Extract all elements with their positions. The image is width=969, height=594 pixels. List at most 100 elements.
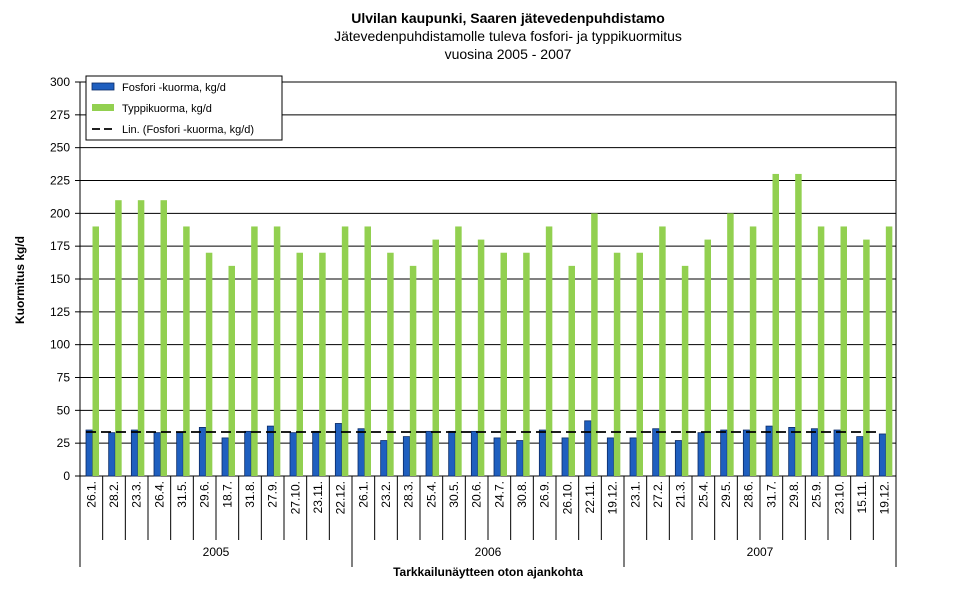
x-tick-label: 25.4. xyxy=(424,481,438,508)
bar-fosfori xyxy=(833,429,841,477)
x-tick-label: 29.5. xyxy=(719,481,733,508)
bar-fosfori xyxy=(742,429,751,477)
x-tick-label: 26.9. xyxy=(538,481,552,508)
bar-typpi xyxy=(885,226,893,476)
bar-typpi xyxy=(477,239,485,476)
x-tick-label: 25.9. xyxy=(810,481,824,508)
bar-typpi xyxy=(659,226,666,476)
x-tick-label: 20.6. xyxy=(470,481,484,508)
bar-typpi xyxy=(115,200,122,476)
bar-typpi xyxy=(273,226,281,476)
bar-fosfori xyxy=(289,432,297,477)
bar-fosfori xyxy=(584,420,592,477)
x-tick-label: 26.1. xyxy=(84,481,98,508)
bar-typpi xyxy=(840,226,847,476)
bar-fosfori xyxy=(561,437,569,477)
x-tick-label: 26.4. xyxy=(152,481,166,508)
bar-typpi xyxy=(92,226,99,476)
bar-fosfori xyxy=(856,436,864,477)
x-tick-label: 18.7. xyxy=(220,481,234,508)
group-label: 2007 xyxy=(747,545,774,559)
bar-fosfori xyxy=(652,428,660,477)
chart-subtitle-years: vuosina 2005 - 2007 xyxy=(445,46,572,62)
chart-title: Ulvilan kaupunki, Saaren jätevedenpuhdis… xyxy=(351,10,665,26)
bar-typpi xyxy=(160,200,167,476)
x-tick-label: 19.12. xyxy=(878,481,892,514)
x-tick-label: 23.10. xyxy=(832,481,846,514)
bar-typpi xyxy=(137,200,145,476)
y-tick-label: 75 xyxy=(57,371,71,385)
bar-typpi xyxy=(251,226,258,476)
bar-fosfori xyxy=(334,423,343,477)
bar-typpi xyxy=(568,265,575,476)
y-tick-label: 125 xyxy=(50,305,70,319)
y-tick-label: 0 xyxy=(63,469,70,483)
bar-fosfori xyxy=(380,440,388,477)
x-tick-label: 23.3. xyxy=(130,481,144,508)
group-label: 2006 xyxy=(475,545,502,559)
x-tick-label: 28.3. xyxy=(402,481,416,508)
bar-fosfori xyxy=(810,428,819,477)
x-tick-label: 28.6. xyxy=(742,481,756,508)
x-tick-label: 22.11. xyxy=(583,481,597,513)
legend-item-typpi: Typpikuorma, kg/d xyxy=(122,103,212,115)
y-tick-label: 300 xyxy=(50,75,70,89)
x-tick-label: 24.7. xyxy=(492,481,506,508)
x-tick-label: 25.4. xyxy=(696,481,710,508)
bar-fosfori xyxy=(606,437,615,477)
x-tick-label: 26.1. xyxy=(356,481,370,508)
x-tick-label: 30.8. xyxy=(515,481,529,508)
x-tick-label: 27.10. xyxy=(288,481,302,514)
bar-fosfori xyxy=(720,429,728,477)
legend: Fosfori -kuorma, kg/d Typpikuorma, kg/d Li… xyxy=(85,75,283,141)
bar-typpi xyxy=(296,252,303,476)
bar-typpi xyxy=(591,213,598,477)
x-tick-label: 26.10. xyxy=(560,481,574,514)
legend-item-fosfori-swatch xyxy=(91,82,115,91)
bar-typpi xyxy=(613,252,621,476)
x-tick-label: 31.5. xyxy=(175,481,189,508)
x-tick-label: 31.7. xyxy=(764,481,778,508)
x-tick-label: 29.6. xyxy=(198,481,212,508)
bar-typpi xyxy=(455,226,462,476)
bar-typpi xyxy=(205,252,213,476)
x-tick-label: 22.12. xyxy=(334,481,348,514)
bars xyxy=(85,173,893,477)
bar-typpi xyxy=(863,239,870,476)
bar-typpi xyxy=(500,252,507,476)
bar-fosfori xyxy=(788,427,796,477)
y-tick-label: 250 xyxy=(50,141,70,155)
bar-typpi xyxy=(545,226,553,476)
x-tick-label: 29.8. xyxy=(787,481,801,508)
bar-fosfori xyxy=(402,436,411,477)
bar-fosfori xyxy=(130,429,139,477)
bar-fosfori xyxy=(493,437,501,477)
x-tick-label: 27.2. xyxy=(651,481,665,508)
bar-fosfori xyxy=(85,429,93,477)
y-tick-label: 200 xyxy=(50,206,70,220)
bar-fosfori xyxy=(448,430,456,477)
bar-fosfori xyxy=(176,432,184,477)
bar-typpi xyxy=(387,252,394,476)
bar-typpi xyxy=(341,226,349,476)
bar-fosfori xyxy=(108,432,116,477)
bar-fosfori xyxy=(153,432,161,477)
bar-fosfori xyxy=(765,425,773,477)
bar-typpi xyxy=(795,173,802,476)
x-tick-label: 31.8. xyxy=(243,481,257,508)
bar-typpi xyxy=(727,213,734,477)
bar-typpi xyxy=(183,226,190,476)
bar-fosfori xyxy=(629,437,637,477)
legend-box xyxy=(85,75,283,141)
bar-typpi xyxy=(523,252,530,476)
bar-fosfori xyxy=(357,428,365,477)
x-tick-label: 28.2. xyxy=(107,481,121,508)
y-tick-label: 150 xyxy=(50,272,70,286)
x-axis-label: Tarkkailunäytteen oton ajankohta xyxy=(393,565,583,579)
bar-fosfori xyxy=(697,432,705,477)
x-tick-label: 23.1. xyxy=(628,481,642,508)
x-tick-label: 30.5. xyxy=(447,481,461,508)
y-axis: 0 25 50 75 100 125 150 175 200 225 250 275 300 xyxy=(50,75,80,483)
x-tick-label: 27.9. xyxy=(266,481,280,508)
